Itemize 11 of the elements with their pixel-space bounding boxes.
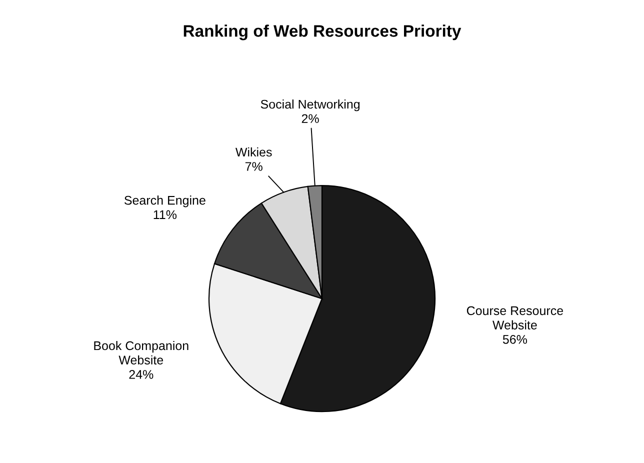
- slice-label: Book Companion Website: [94, 340, 188, 364]
- chart-title: Ranking of Web Resources Priority: [184, 24, 462, 40]
- data-label: 2%: [302, 114, 319, 123]
- data-label: 56%: [502, 334, 527, 344]
- slice-label: Wikies: [235, 147, 272, 157]
- slice-label: Social Networking: [260, 99, 360, 112]
- data-label: 24%: [129, 370, 154, 379]
- slice-label: Search Engine: [124, 196, 206, 208]
- data-label: 7%: [245, 162, 262, 171]
- data-label: 11%: [154, 210, 177, 220]
- slice-label: Course Resource Website: [466, 306, 564, 330]
